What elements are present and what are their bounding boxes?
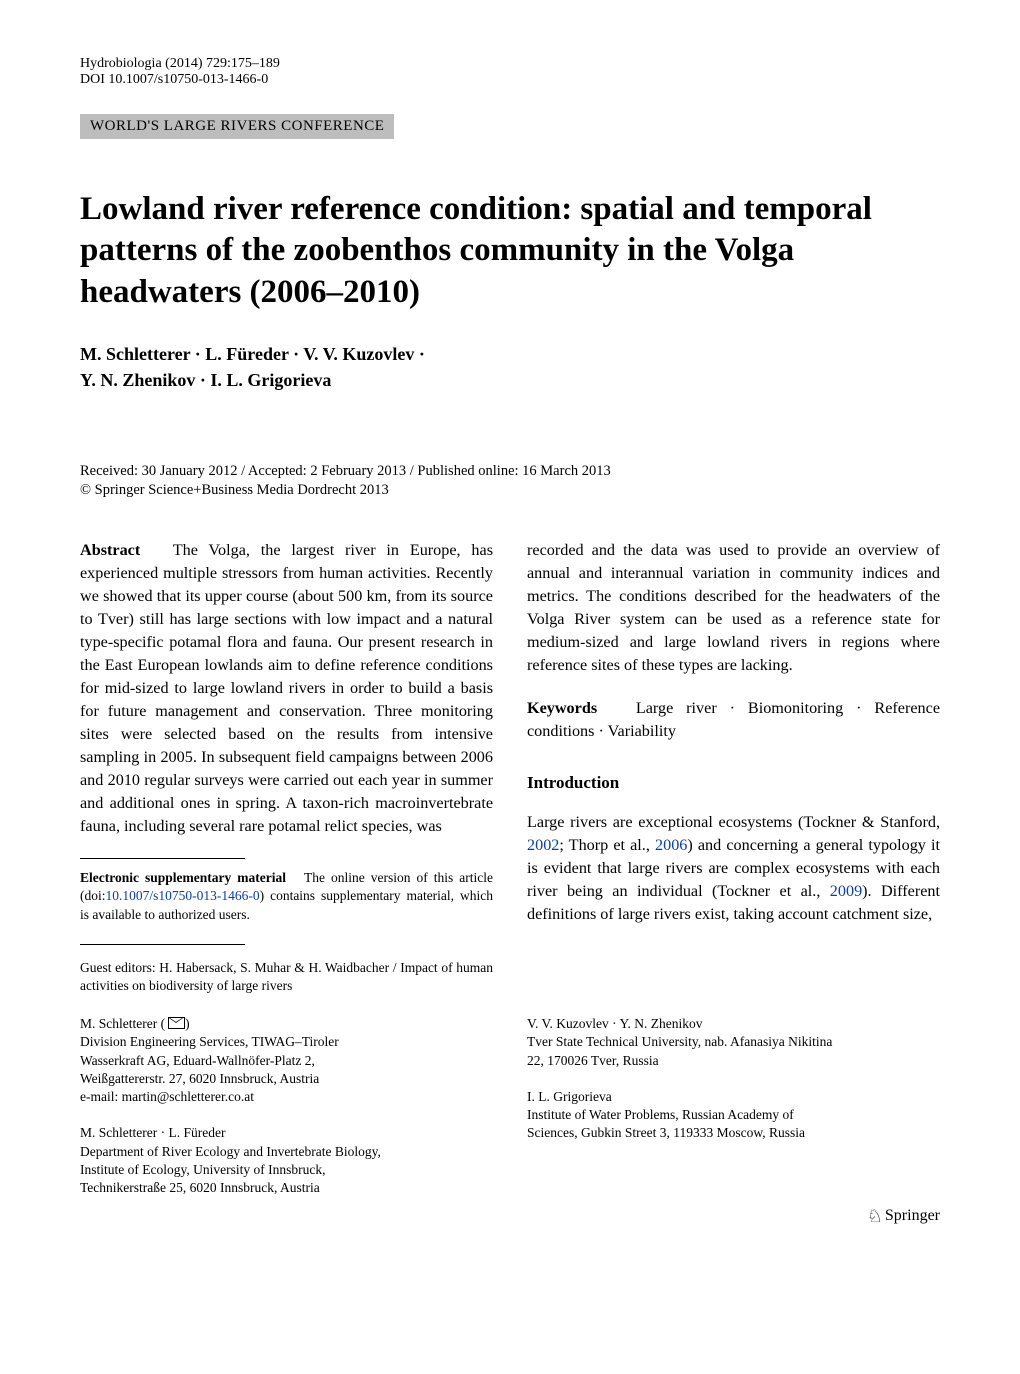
- right-column: recorded and the data was used to provid…: [527, 523, 940, 995]
- abstract-columns: Abstract The Volga, the largest river in…: [80, 523, 940, 995]
- corresponding-icon: [168, 1017, 185, 1029]
- authors-line-2: Y. N. Zhenikov · I. L. Grigorieva: [80, 367, 940, 393]
- introduction-heading: Introduction: [527, 771, 940, 795]
- author-list: M. Schletterer · L. Füreder · V. V. Kuzo…: [80, 341, 940, 393]
- abstract-label: Abstract: [80, 541, 140, 559]
- guest-editors: Guest editors: H. Habersack, S. Muhar & …: [80, 959, 493, 995]
- citation-year-2009[interactable]: 2009: [830, 882, 862, 900]
- article-title: Lowland river reference condition: spati…: [80, 189, 940, 313]
- doi-line: DOI 10.1007/s10750-013-1466-0: [80, 72, 280, 88]
- affil-left-column: M. Schletterer () Division Engineering S…: [80, 1015, 493, 1215]
- abstract-text-left: The Volga, the largest river in Europe, …: [80, 541, 493, 835]
- affiliations: M. Schletterer () Division Engineering S…: [80, 1015, 940, 1215]
- keywords-label: Keywords: [527, 699, 597, 717]
- running-head: Hydrobiologia (2014) 729:175–189 DOI 10.…: [80, 56, 940, 88]
- affil-block-4: I. L. Grigorieva Institute of Water Prob…: [527, 1088, 940, 1143]
- affil-line: Institute of Water Problems, Russian Aca…: [527, 1106, 940, 1124]
- affil-line: Technikerstraße 25, 6020 Innsbruck, Aust…: [80, 1179, 493, 1197]
- introduction-paragraph: Large rivers are exceptional ecosystems …: [527, 811, 940, 926]
- affil-authors-2: M. Schletterer · L. Füreder: [80, 1124, 493, 1142]
- copyright-line: © Springer Science+Business Media Dordre…: [80, 482, 940, 499]
- guest-rule: [80, 944, 245, 945]
- abstract-text-right: recorded and the data was used to provid…: [527, 539, 940, 677]
- affil-email: e-mail: martin@schletterer.co.at: [80, 1088, 493, 1106]
- springer-horse-icon: ♘: [867, 1206, 883, 1227]
- affil-line: Institute of Ecology, University of Inns…: [80, 1161, 493, 1179]
- affil-right-column: V. V. Kuzovlev · Y. N. Zhenikov Tver Sta…: [527, 1015, 940, 1215]
- keywords-block: Keywords Large river · Biomonitoring · R…: [527, 697, 940, 743]
- esm-doi-link[interactable]: 10.1007/s10750-013-1466-0: [106, 888, 260, 903]
- footnote-rule: [80, 858, 245, 859]
- affil-line: Weißgattererstr. 27, 6020 Innsbruck, Aus…: [80, 1070, 493, 1088]
- esm-note: Electronic supplementary material The on…: [80, 869, 493, 924]
- citation-year-2002[interactable]: 2002: [527, 836, 559, 854]
- affil-block-2: M. Schletterer · L. Füreder Department o…: [80, 1124, 493, 1197]
- intro-text-2: ; Thorp et al.,: [559, 836, 655, 854]
- affil-authors-1: M. Schletterer (): [80, 1015, 493, 1033]
- affil-line: Tver State Technical University, nab. Af…: [527, 1033, 940, 1051]
- affil-block-1: M. Schletterer () Division Engineering S…: [80, 1015, 493, 1106]
- abstract-para: Abstract The Volga, the largest river in…: [80, 539, 493, 838]
- affil-block-3: V. V. Kuzovlev · Y. N. Zhenikov Tver Sta…: [527, 1015, 940, 1070]
- affil-authors-4: I. L. Grigorieva: [527, 1088, 940, 1106]
- affil-line: Wasserkraft AG, Eduard-Wallnöfer-Platz 2…: [80, 1052, 493, 1070]
- conference-band: WORLD'S LARGE RIVERS CONFERENCE: [80, 114, 394, 139]
- authors-line-1: M. Schletterer · L. Füreder · V. V. Kuzo…: [80, 341, 940, 367]
- intro-text-1: Large rivers are exceptional ecosystems …: [527, 813, 940, 831]
- affil-authors-3: V. V. Kuzovlev · Y. N. Zhenikov: [527, 1015, 940, 1033]
- esm-label: Electronic supplementary material: [80, 870, 286, 885]
- journal-citation: Hydrobiologia (2014) 729:175–189: [80, 56, 280, 72]
- citation-year-2006[interactable]: 2006: [655, 836, 687, 854]
- affil-line: Division Engineering Services, TIWAG–Tir…: [80, 1033, 493, 1051]
- publisher-mark: ♘Springer: [867, 1206, 940, 1227]
- affil-author-name-1: M. Schletterer: [80, 1016, 157, 1031]
- article-dates: Received: 30 January 2012 / Accepted: 2 …: [80, 463, 940, 480]
- affil-line: Sciences, Gubkin Street 3, 119333 Moscow…: [527, 1124, 940, 1142]
- affil-line: Department of River Ecology and Inverteb…: [80, 1143, 493, 1161]
- publisher-name: Springer: [885, 1207, 940, 1224]
- affil-line: 22, 170026 Tver, Russia: [527, 1052, 940, 1070]
- left-column: Abstract The Volga, the largest river in…: [80, 523, 493, 995]
